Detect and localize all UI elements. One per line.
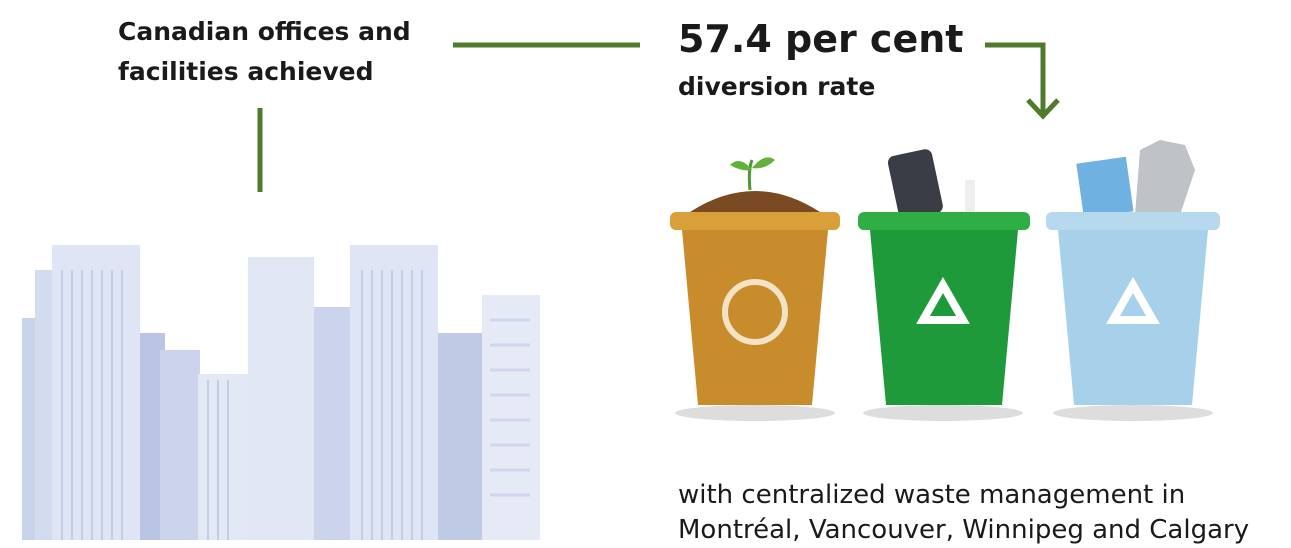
stat-label: diversion rate	[678, 72, 875, 101]
bins	[670, 140, 1220, 421]
heading-line: Canadian offices and	[118, 17, 411, 46]
buildings	[22, 245, 540, 540]
description-line: with centralized waste management in	[678, 480, 1185, 510]
heading-line: facilities achieved	[118, 57, 374, 86]
description-line: Montréal, Vancouver, Winnipeg and Calgar…	[678, 515, 1249, 545]
stat-value: 57.4 per cent	[678, 17, 963, 61]
connectors	[257, 42, 1060, 192]
